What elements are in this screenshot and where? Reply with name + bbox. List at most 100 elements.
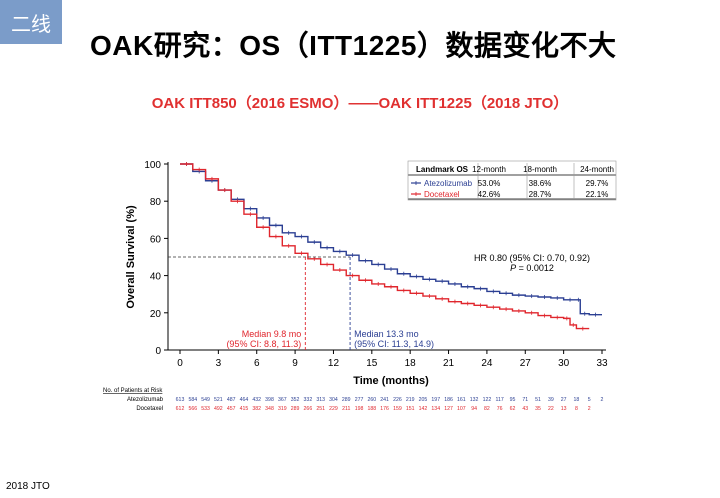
risk-value: 18 — [574, 397, 580, 403]
risk-value: 549 — [201, 397, 210, 403]
risk-value: 159 — [393, 406, 402, 412]
p-value-text: P = 0.0012 — [510, 263, 554, 273]
y-tick-label: 80 — [150, 197, 162, 208]
risk-value: 5 — [588, 397, 591, 403]
risk-value: 533 — [201, 406, 210, 412]
risk-value: 319 — [278, 406, 287, 412]
risk-value: 122 — [483, 397, 492, 403]
risk-value: 251 — [316, 406, 325, 412]
risk-value: 22 — [548, 406, 554, 412]
docetaxel-median-ci: (95% CI: 8.8, 11.3) — [226, 339, 301, 349]
risk-value: 198 — [355, 406, 364, 412]
risk-value: 197 — [431, 397, 440, 403]
risk-value: 277 — [355, 397, 364, 403]
risk-value: 188 — [367, 406, 376, 412]
risk-value: 613 — [176, 397, 185, 403]
slide-title: OAK研究：OS（ITT1225）数据变化不大 — [90, 30, 617, 61]
x-tick-label: 33 — [596, 358, 608, 369]
risk-value: 39 — [548, 397, 554, 403]
risk-value: 382 — [252, 406, 261, 412]
risk-value: 82 — [484, 406, 490, 412]
slide-subtitle: OAK ITT850（2016 ESMO）——OAK ITT1225（2018 … — [151, 95, 569, 112]
x-tick-label: 24 — [481, 358, 493, 369]
risk-table-title: No. of Patients at Risk — [103, 388, 163, 394]
risk-value: 27 — [561, 397, 567, 403]
risk-value: 161 — [457, 397, 466, 403]
docetaxel-median-label: Median 9.8 mo — [242, 329, 302, 339]
section-badge: 二线 — [0, 0, 62, 44]
risk-value: 432 — [252, 397, 261, 403]
y-tick-label: 0 — [155, 346, 161, 357]
x-tick-label: 15 — [366, 358, 378, 369]
risk-value: 211 — [342, 406, 350, 412]
hr-text: HR 0.80 (95% CI: 0.70, 0.92) — [474, 253, 590, 263]
risk-value: 352 — [291, 397, 300, 403]
x-tick-label: 6 — [254, 358, 260, 369]
footer-source: 2018 JTO — [6, 481, 50, 492]
y-axis-label: Overall Survival (%) — [125, 205, 137, 309]
risk-value: 35 — [535, 406, 541, 412]
legend-label: Atezolizumab — [424, 179, 473, 188]
risk-value: 584 — [188, 397, 197, 403]
risk-value: 176 — [380, 406, 389, 412]
landmark-value: 28.7% — [529, 190, 552, 199]
x-tick-label: 0 — [177, 358, 183, 369]
risk-value: 566 — [188, 406, 197, 412]
risk-value: 492 — [214, 406, 223, 412]
risk-value: 127 — [444, 406, 453, 412]
risk-value: 398 — [265, 397, 274, 403]
landmark-value: 38.6% — [529, 179, 552, 188]
atezolizumab-median-label: Median 13.3 mo — [354, 329, 419, 339]
risk-value: 219 — [406, 397, 415, 403]
risk-value: 266 — [304, 406, 313, 412]
risk-value: 142 — [419, 406, 428, 412]
chart-annotations: Median 9.8 mo(95% CI: 8.8, 11.3) Median 1… — [168, 253, 590, 350]
landmark-value: 22.1% — [586, 190, 609, 199]
risk-value: 289 — [291, 406, 300, 412]
risk-value: 304 — [329, 397, 338, 403]
risk-value: 457 — [227, 406, 236, 412]
atezolizumab-median-ci: (95% CI: 11.3, 14.9) — [354, 339, 434, 349]
risk-value: 95 — [510, 397, 516, 403]
risk-value: 94 — [471, 406, 477, 412]
risk-value: 229 — [329, 406, 338, 412]
risk-value: 332 — [304, 397, 313, 403]
risk-value: 367 — [278, 397, 287, 403]
risk-value: 2 — [588, 406, 591, 412]
landmark-header: 24-month — [580, 165, 614, 174]
y-tick-label: 100 — [144, 160, 161, 171]
risk-value: 241 — [380, 397, 389, 403]
landmark-table-border — [407, 160, 617, 201]
legend-label: Docetaxel — [424, 190, 460, 199]
risk-value: 151 — [406, 406, 415, 412]
risk-value: 260 — [367, 397, 376, 403]
risk-value: 289 — [342, 397, 351, 403]
risk-value: 117 — [496, 397, 504, 403]
risk-value: 51 — [535, 397, 541, 403]
landmark-header: 18-month — [523, 165, 557, 174]
risk-row-label: Docetaxel — [136, 406, 163, 412]
landmark-value: 53.0% — [478, 179, 501, 188]
x-tick-label: 9 — [292, 358, 298, 369]
y-tick-label: 40 — [150, 272, 162, 283]
risk-value: 132 — [470, 397, 479, 403]
risk-row-label: Atezolizumab — [127, 397, 164, 403]
y-tick-label: 60 — [150, 234, 162, 245]
landmark-table: Landmark OS 12-month 18-month 24-month Atezo… — [407, 160, 617, 201]
landmark-table-bg — [408, 163, 616, 198]
risk-value: 313 — [316, 397, 325, 403]
risk-value: 186 — [444, 397, 453, 403]
risk-value: 415 — [240, 406, 249, 412]
landmark-header: Landmark OS — [416, 165, 469, 174]
x-tick-label: 21 — [443, 358, 455, 369]
risk-value: 43 — [522, 406, 528, 412]
chart-axes: 0 20 40 60 80 100 0 3 6 9 12 15 18 21 24 27 30 33 Time (mo… — [125, 160, 608, 387]
x-tick-label: 18 — [405, 358, 417, 369]
landmark-value: 29.7% — [586, 179, 609, 188]
y-tick-label: 20 — [150, 309, 162, 320]
landmark-header: 12-month — [472, 165, 506, 174]
risk-value: 205 — [419, 397, 428, 403]
x-tick-label: 27 — [520, 358, 532, 369]
